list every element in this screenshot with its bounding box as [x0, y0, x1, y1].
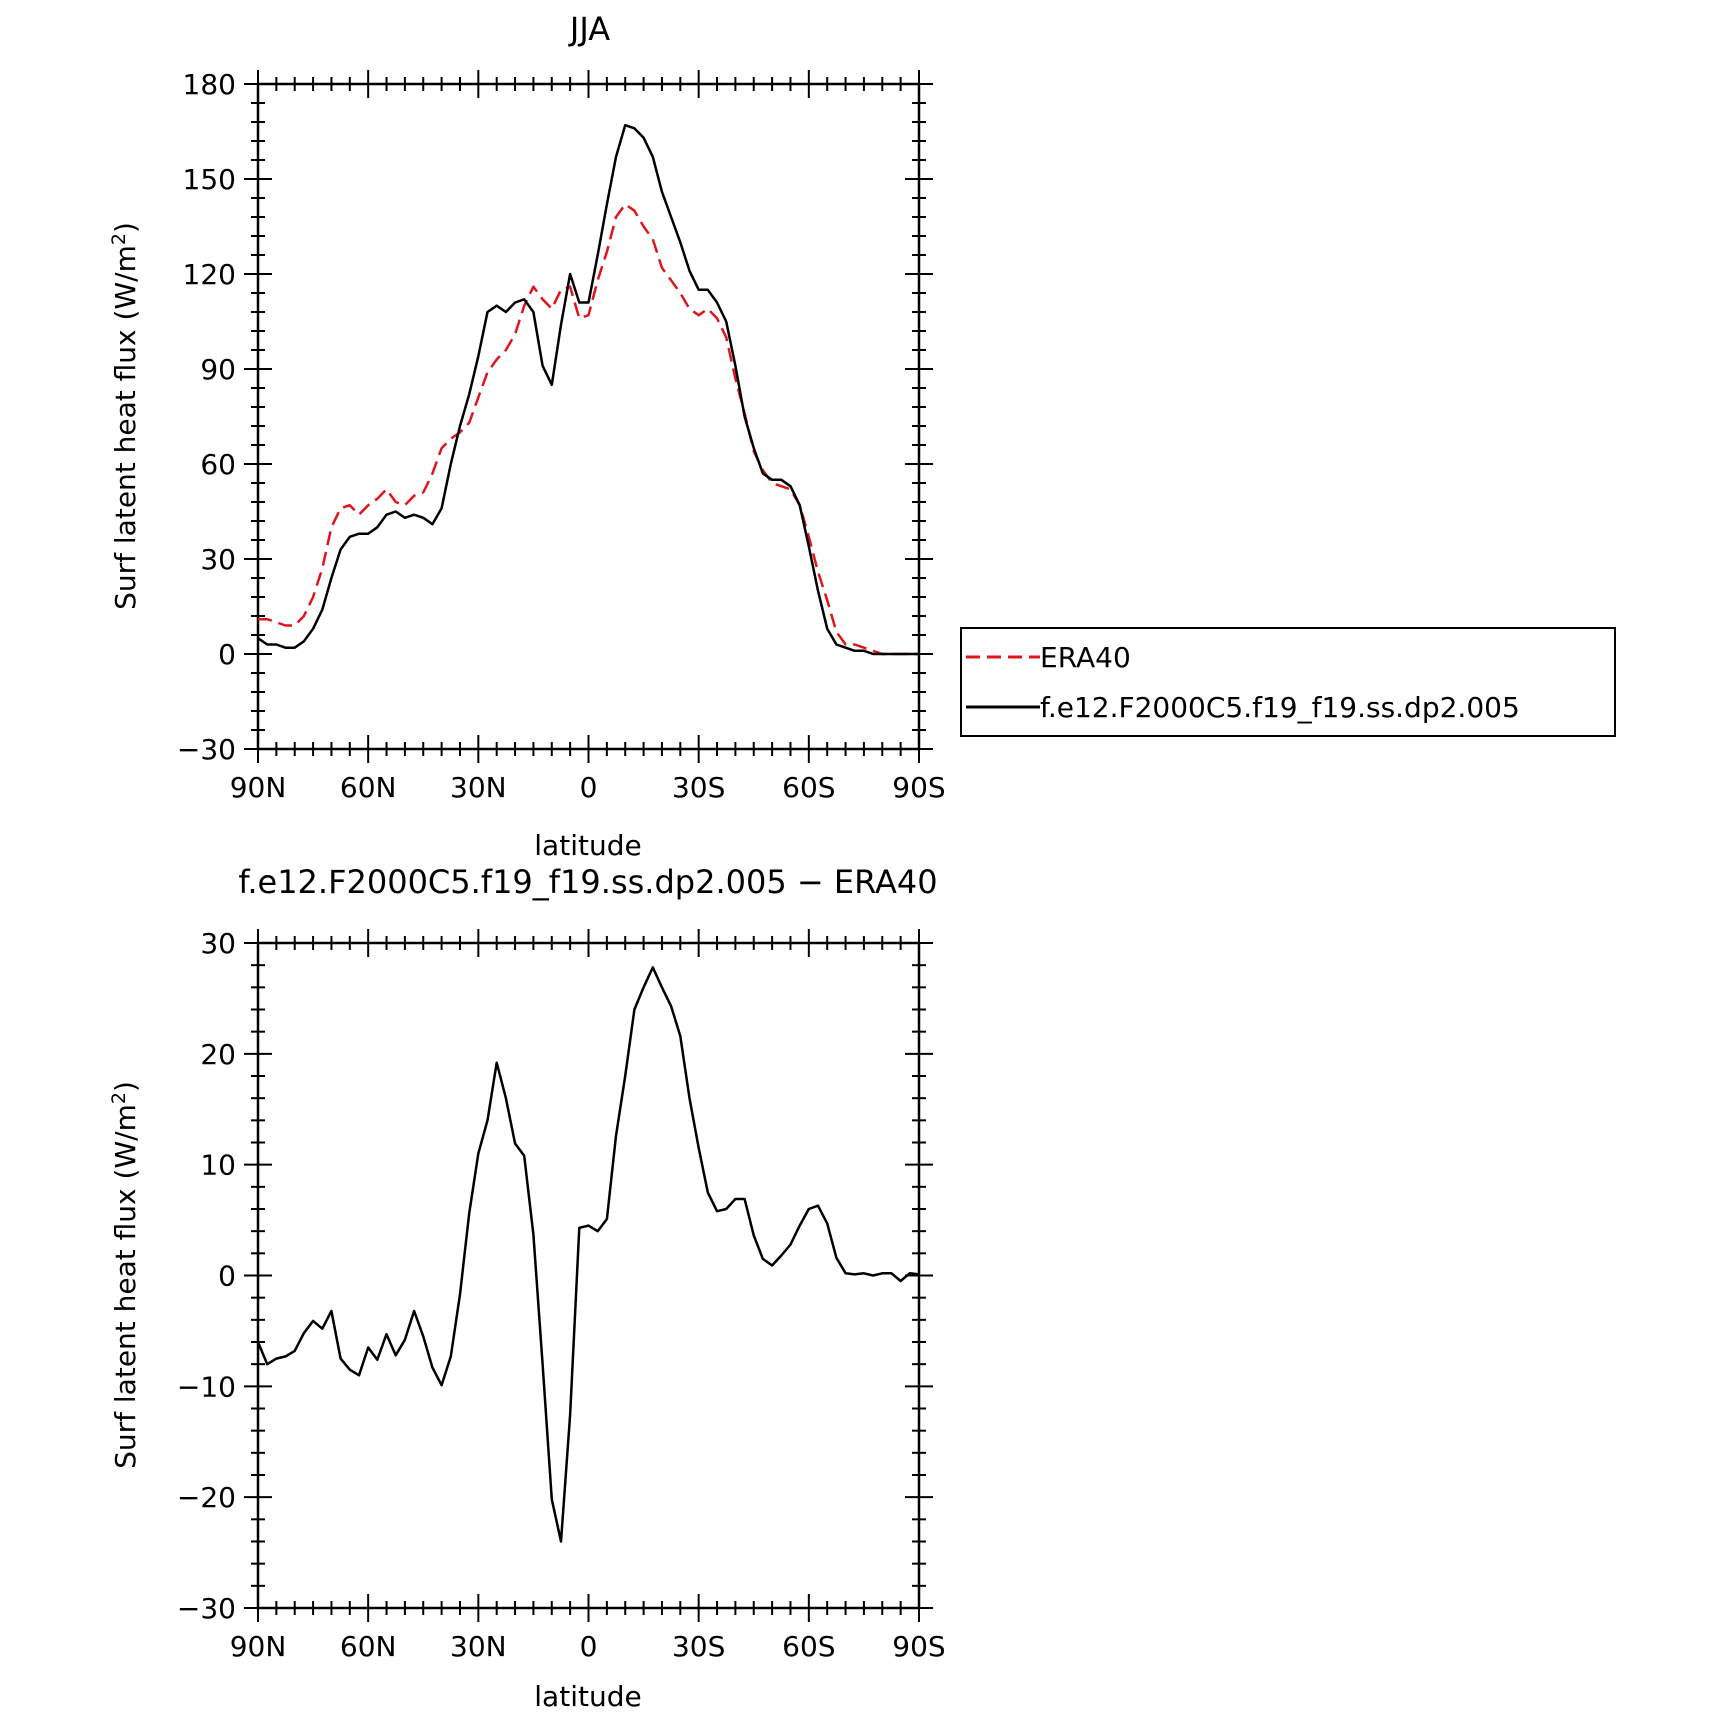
ylabel-sup-bottom: 2 — [108, 1092, 130, 1104]
x-tick-label: 0 — [580, 1630, 598, 1663]
y-tick-label: 150 — [183, 163, 236, 196]
x-axis-label-top: latitude — [534, 829, 641, 862]
era40-series-line — [258, 203, 919, 656]
ylabel-close-bottom: ) — [109, 1081, 142, 1092]
legend-label-era40: ERA40 — [1040, 641, 1131, 674]
x-tick-label: 90N — [230, 771, 287, 804]
plot-frame-top — [256, 82, 921, 751]
x-axis-label-bottom: latitude — [534, 1680, 641, 1713]
y-tick-label: 60 — [200, 448, 236, 481]
x-tick-label: 60S — [782, 1630, 835, 1663]
y-tick-label: 20 — [200, 1038, 236, 1071]
y-tick-label: −20 — [177, 1481, 236, 1514]
ticks-bottom: 30 20 10 0 −10 −20 −30 90N 60N 30N 0 30S 60S 90S — [177, 927, 946, 1663]
legend-box — [960, 627, 1616, 737]
legend-label-model: f.e12.F2000C5.f19_f19.ss.dp2.005 — [1040, 691, 1520, 724]
x-tick-label: 60N — [340, 1630, 397, 1663]
x-tick-label: 30N — [450, 771, 507, 804]
y-tick-label: 0 — [218, 1260, 236, 1293]
y-tick-label: −30 — [177, 1592, 236, 1625]
ylabel-close-top: ) — [109, 222, 142, 233]
chart-title-difference: f.e12.F2000C5.f19_f19.ss.dp2.005 − ERA40 — [238, 863, 937, 901]
y-tick-label: −30 — [177, 733, 236, 766]
svg-text:Surf latent heat flux (W/m2): Surf latent heat flux (W/m2) — [108, 222, 142, 610]
y-tick-label: 30 — [200, 927, 236, 960]
y-tick-label: 0 — [218, 638, 236, 671]
difference-series-line — [256, 966, 920, 1543]
x-tick-label: 90S — [892, 1630, 945, 1663]
ylabel-main-bottom: Surf latent heat flux (W/m — [109, 1104, 142, 1469]
x-tick-label: 90N — [230, 1630, 287, 1663]
x-tick-label: 30N — [450, 1630, 507, 1663]
x-tick-label: 0 — [580, 771, 598, 804]
svg-text:Surf latent heat flux (W/m2): Surf latent heat flux (W/m2) — [108, 1081, 142, 1469]
y-tick-label: −10 — [177, 1370, 236, 1403]
y-tick-label: 180 — [183, 68, 236, 101]
y-axis-label-top: Surf latent heat flux (W/m2) — [108, 222, 142, 610]
ticks-top: 180 150 120 90 60 30 0 −30 90N 60N 30N 0 30S 60S 90S — [177, 68, 946, 804]
ylabel-main-top: Surf latent heat flux (W/m — [109, 245, 142, 610]
y-tick-label: 120 — [183, 258, 236, 291]
legend: ERA40 f.e12.F2000C5.f19_f19.ss.dp2.005 — [960, 627, 1616, 737]
series-bottom — [256, 966, 920, 1543]
series-top — [257, 123, 919, 656]
y-axis-label-bottom: Surf latent heat flux (W/m2) — [108, 1081, 142, 1469]
x-tick-label: 60N — [340, 771, 397, 804]
ylabel-sup-top: 2 — [108, 233, 130, 245]
y-tick-label: 30 — [200, 543, 236, 576]
x-tick-label: 30S — [672, 1630, 725, 1663]
top-panel: JJA Surf latent heat flux (W/m2) latitud… — [108, 10, 1616, 862]
x-tick-label: 60S — [782, 771, 835, 804]
x-tick-label: 90S — [892, 771, 945, 804]
y-tick-label: 10 — [200, 1149, 236, 1182]
plot-frame-bottom — [256, 941, 921, 1610]
x-tick-label: 30S — [672, 771, 725, 804]
y-tick-label: 90 — [200, 353, 236, 386]
chart-title-jja: JJA — [568, 10, 610, 48]
model-series-line — [257, 123, 919, 656]
bottom-panel: f.e12.F2000C5.f19_f19.ss.dp2.005 − ERA40… — [108, 863, 946, 1713]
